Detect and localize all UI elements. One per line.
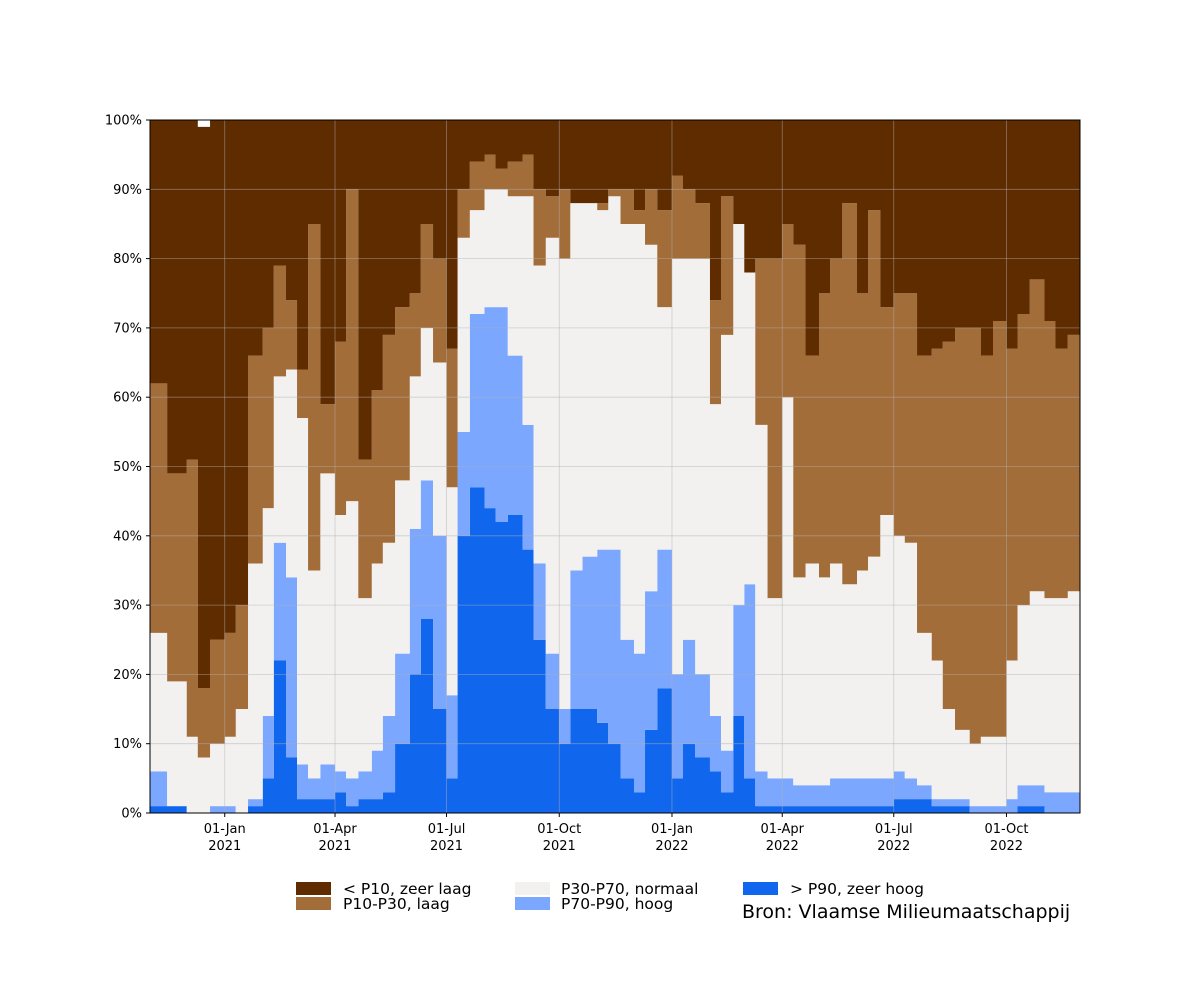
legend-label: < P10, zeer laag xyxy=(343,880,472,898)
x-tick-year-label: 2021 xyxy=(430,839,463,854)
area-series-0 xyxy=(150,487,1080,813)
grid-lines xyxy=(150,120,1080,813)
stacked-areas xyxy=(150,120,1080,814)
x-tick-label: 01-Apr xyxy=(761,822,805,837)
y-tick-label: 50% xyxy=(113,460,142,475)
area-series-3 xyxy=(150,154,1080,758)
area-series-2 xyxy=(150,189,1080,814)
y-tick-label: 60% xyxy=(113,391,142,406)
legend: < P10, zeer laag P10-P30, laag P30-P70, … xyxy=(296,880,924,913)
y-tick-label: 30% xyxy=(113,599,142,614)
y-tick-label: 70% xyxy=(113,321,142,336)
y-tick-label: 80% xyxy=(113,252,142,267)
x-tick-year-label: 2022 xyxy=(877,839,910,854)
legend-item-normaal: P30-P70, normaal xyxy=(515,880,698,898)
y-axis: 0% 10% 20% 30% 40% 50% 60% 70% 80% 90% 100% xyxy=(105,114,150,822)
legend-label: P10-P30, laag xyxy=(343,895,450,913)
legend-item-zeer-hoog: > P90, zeer hoog xyxy=(743,880,924,898)
legend-item-laag: P10-P30, laag xyxy=(296,895,450,913)
y-tick-label: 0% xyxy=(121,807,142,822)
legend-label: P70-P90, hoog xyxy=(561,895,673,913)
y-tick-label: 10% xyxy=(113,737,142,752)
legend-swatch xyxy=(515,897,550,910)
source-credit: Bron: Vlaamse Milieumaatschappij xyxy=(742,901,1070,923)
legend-item-zeer-laag: < P10, zeer laag xyxy=(296,880,472,898)
x-axis: 01-Jan 2021 01-Apr 2021 01-Jul 2021 01-Oct 2021… xyxy=(204,813,1029,854)
legend-label: > P90, zeer hoog xyxy=(790,880,924,898)
x-tick-label: 01-Jul xyxy=(875,822,913,837)
legend-label: P30-P70, normaal xyxy=(561,880,698,898)
y-tick-label: 100% xyxy=(105,114,142,129)
legend-swatch xyxy=(296,897,331,910)
legend-swatch xyxy=(743,882,778,895)
x-tick-year-label: 2021 xyxy=(318,839,351,854)
x-tick-label: 01-Apr xyxy=(313,822,357,837)
x-tick-label: 01-Oct xyxy=(537,822,581,837)
x-tick-year-label: 2022 xyxy=(655,839,688,854)
x-tick-year-label: 2022 xyxy=(766,839,799,854)
x-tick-label: 01-Jan xyxy=(204,822,246,837)
y-tick-label: 90% xyxy=(113,183,142,198)
area-series-4 xyxy=(150,120,1080,689)
legend-item-hoog: P70-P90, hoog xyxy=(515,895,673,913)
x-tick-label: 01-Jan xyxy=(651,822,693,837)
area-series-1 xyxy=(150,307,1080,813)
legend-swatch xyxy=(515,882,550,895)
y-tick-label: 40% xyxy=(113,529,142,544)
legend-swatch xyxy=(296,882,331,895)
x-tick-year-label: 2021 xyxy=(208,839,241,854)
x-tick-label: 01-Jul xyxy=(428,822,466,837)
x-tick-year-label: 2021 xyxy=(543,839,576,854)
x-tick-year-label: 2022 xyxy=(990,839,1023,854)
x-tick-label: 01-Oct xyxy=(984,822,1028,837)
y-tick-label: 20% xyxy=(113,668,142,683)
